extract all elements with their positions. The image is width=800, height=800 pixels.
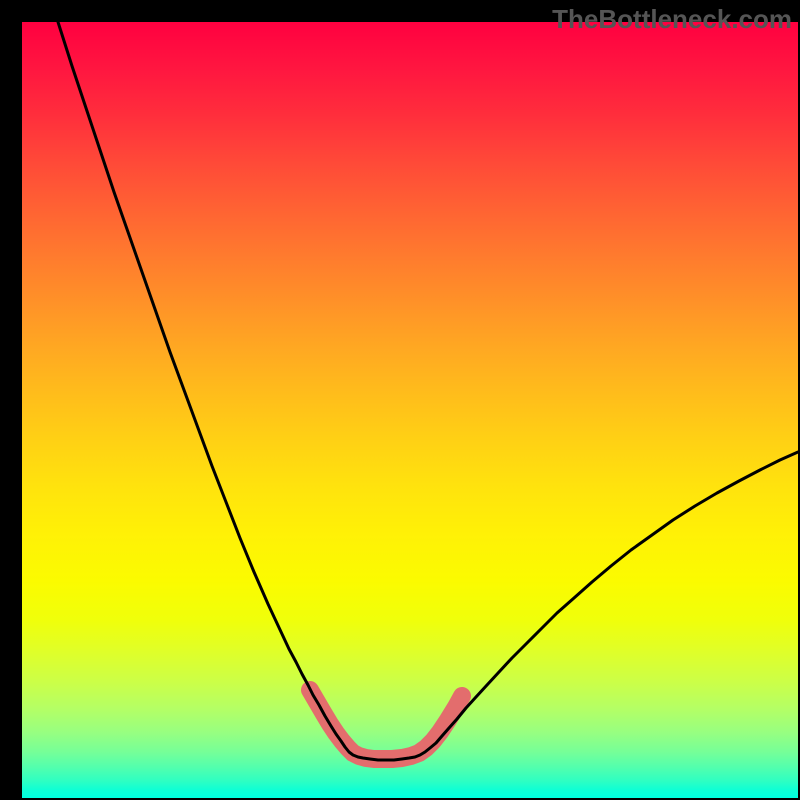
watermark-text: TheBottleneck.com (552, 4, 792, 35)
gradient-background (22, 22, 798, 798)
chart-container: { "type": "area-curve", "canvas": { "wid… (0, 0, 800, 800)
plot-area (22, 22, 798, 798)
